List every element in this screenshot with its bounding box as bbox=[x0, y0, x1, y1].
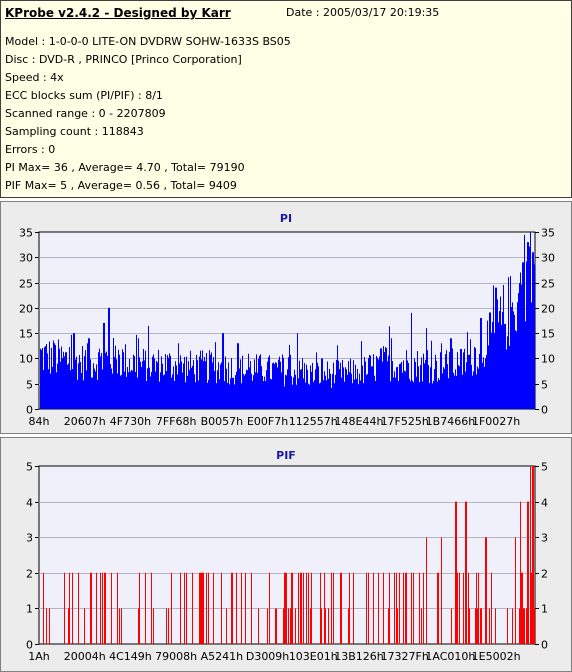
pif-xtick-label: 4C149h bbox=[109, 650, 152, 663]
pif-xtick-label: 103E01h bbox=[289, 650, 338, 663]
pi-xtick-label: 7FF68h bbox=[156, 415, 197, 428]
pi-ytick-label-left: 35 bbox=[19, 227, 33, 240]
info-errors: Errors : 0 bbox=[5, 143, 56, 156]
pi-ytick-label-right: 30 bbox=[541, 252, 555, 265]
pif-ytick-label-right: 4 bbox=[541, 497, 548, 510]
pif-ytick-label-left: 4 bbox=[26, 497, 33, 510]
pi-ytick-label-right: 0 bbox=[541, 404, 548, 417]
pi-ytick-label-right: 20 bbox=[541, 303, 555, 316]
pif-series bbox=[43, 466, 535, 644]
pif-ytick-label-left: 0 bbox=[26, 639, 33, 652]
pif-xtick-label: D3009h bbox=[246, 650, 289, 663]
pif-xtick-label: A5241h bbox=[201, 650, 244, 663]
pi-chart: PI 0 0 5 5 10 10 15 15 20 20 25 25 30 30 35 35 84h 20607h… bbox=[19, 212, 555, 428]
pi-ytick-label-right: 10 bbox=[541, 353, 555, 366]
pi-xtick-label: 17F525h bbox=[381, 415, 429, 428]
info-scanned-range: Scanned range : 0 - 2207809 bbox=[5, 107, 166, 120]
pif-chart: PIF 0 0 1 1 2 2 3 3 4 4 5 5 1Ah 20004h 4C149h 79008h A52… bbox=[26, 449, 548, 663]
pif-ytick-label-right: 0 bbox=[541, 639, 548, 652]
pi-series bbox=[40, 232, 535, 409]
pif-ytick-label-right: 2 bbox=[541, 568, 548, 581]
pif-ytick-label-left: 2 bbox=[26, 568, 33, 581]
pi-xtick-label: 20607h bbox=[64, 415, 106, 428]
pi-xtick-label: 148E44h bbox=[335, 415, 384, 428]
pif-xtick-label: 1Ah bbox=[28, 650, 50, 663]
info-disc: Disc : DVD-R , PRINCO [Princo Corporatio… bbox=[5, 53, 242, 66]
pif-ytick-label-left: 1 bbox=[26, 603, 33, 616]
pif-xtick-label: 1AC010h bbox=[425, 650, 475, 663]
pi-ytick-label-left: 25 bbox=[19, 278, 33, 291]
pif-ytick-label-left: 3 bbox=[26, 532, 33, 545]
pi-ytick-label-right: 35 bbox=[541, 227, 555, 240]
pif-xtick-label: 1E5002h bbox=[472, 650, 521, 663]
pi-chart-title: PI bbox=[280, 212, 292, 225]
pif-chart-title: PIF bbox=[276, 449, 296, 462]
pi-ytick-label-left: 20 bbox=[19, 303, 33, 316]
info-pi-summary: PI Max= 36 , Average= 4.70 , Total= 7919… bbox=[5, 161, 245, 174]
pif-ytick-label-right: 5 bbox=[541, 461, 548, 474]
pif-chart-panel: PIF 0 0 1 1 2 2 3 3 4 4 5 5 1Ah 20004h 4C149h 79008h A52… bbox=[0, 437, 572, 672]
pi-xtick-label: 4F730h bbox=[110, 415, 151, 428]
info-ecc-blocks: ECC blocks sum (PI/PIF) : 8/1 bbox=[5, 89, 163, 102]
pif-ytick-label-left: 5 bbox=[26, 461, 33, 474]
scan-date: Date : 2005/03/17 20:19:35 bbox=[286, 6, 440, 19]
info-model: Model : 1-0-0-0 LITE-ON DVDRW SOHW-1633S… bbox=[5, 35, 291, 48]
pif-ytick-label-right: 1 bbox=[541, 603, 548, 616]
pi-xtick-label: 112557h bbox=[289, 415, 338, 428]
info-panel: KProbe v2.4.2 - Designed by Karr Date : … bbox=[0, 0, 572, 198]
pif-xtick-label: 13B126h bbox=[334, 650, 384, 663]
pi-ytick-label-left: 30 bbox=[19, 252, 33, 265]
pi-ytick-label-left: 5 bbox=[26, 379, 33, 392]
pi-ytick-label-right: 15 bbox=[541, 328, 555, 341]
pi-xtick-label: 84h bbox=[29, 415, 50, 428]
pi-ytick-label-left: 10 bbox=[19, 353, 33, 366]
pi-xtick-label: 1B7466h bbox=[426, 415, 476, 428]
pi-ytick-label-left: 0 bbox=[26, 404, 33, 417]
pi-ytick-label-right: 5 bbox=[541, 379, 548, 392]
app-title: KProbe v2.4.2 - Designed by Karr bbox=[5, 6, 231, 20]
pi-ytick-label-left: 15 bbox=[19, 328, 33, 341]
info-pif-summary: PIF Max= 5 , Average= 0.56 , Total= 9409 bbox=[5, 179, 237, 192]
pi-chart-panel: PI 0 0 5 5 10 10 15 15 20 20 25 25 30 30 35 35 84h 20607h… bbox=[0, 201, 572, 434]
info-speed: Speed : 4x bbox=[5, 71, 64, 84]
pif-ytick-label-right: 3 bbox=[541, 532, 548, 545]
pif-xtick-label: 17327Fh bbox=[381, 650, 429, 663]
pif-xtick-label: 79008h bbox=[155, 650, 197, 663]
info-sampling-count: Sampling count : 118843 bbox=[5, 125, 144, 138]
info-list: Model : 1-0-0-0 LITE-ON DVDRW SOHW-1633S… bbox=[5, 35, 291, 197]
pif-xtick-label: 20004h bbox=[64, 650, 106, 663]
pi-xtick-label: 1F0027h bbox=[472, 415, 520, 428]
pi-ytick-label-right: 25 bbox=[541, 278, 555, 291]
pi-xtick-label: B0057h bbox=[201, 415, 244, 428]
pi-xtick-label: E00F7h bbox=[247, 415, 288, 428]
